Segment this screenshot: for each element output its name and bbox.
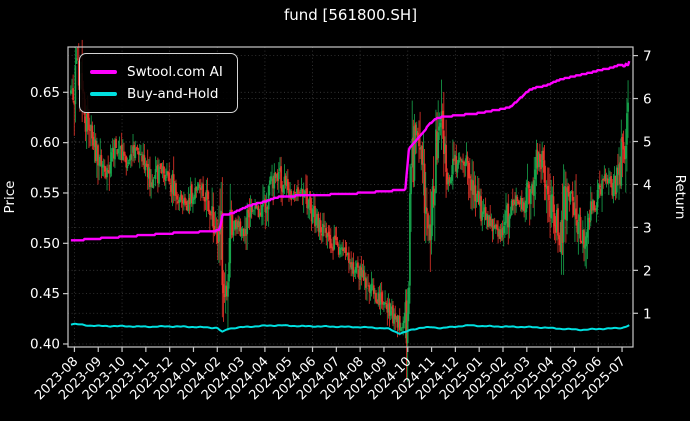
ai-return-line <box>70 60 631 242</box>
ai-return-line <box>70 60 631 242</box>
chart-title: fund [561800.SH] <box>283 6 418 24</box>
buyhold-line-swatch <box>90 92 117 96</box>
price-tick-label: 0.55 <box>30 185 60 201</box>
return-tick-label: 3 <box>643 220 652 236</box>
price-tick-label: 0.40 <box>30 336 60 352</box>
price-tick-label: 0.50 <box>30 236 60 252</box>
return-tick-label: 1 <box>643 306 652 322</box>
return-tick-label: 5 <box>643 134 652 150</box>
return-axis-label: Return <box>672 175 688 220</box>
legend-item-buyhold: Buy-and-Hold <box>90 83 223 105</box>
return-tick-label: 6 <box>643 92 652 108</box>
price-axis-label: Price <box>2 181 18 214</box>
price-tick-label: 0.65 <box>30 85 60 101</box>
buyhold-line <box>70 322 630 335</box>
price-tick-label: 0.60 <box>30 135 60 151</box>
price-tick-label: 0.45 <box>30 286 60 302</box>
legend-item-ai: Swtool.com AI <box>90 61 223 83</box>
legend-label-ai: Swtool.com AI <box>127 64 223 80</box>
legend-label-buyhold: Buy-and-Hold <box>127 86 219 102</box>
ai-line-swatch <box>90 70 117 74</box>
return-tick-label: 2 <box>643 263 652 279</box>
plot-border <box>67 46 634 348</box>
buyhold-line <box>70 322 630 335</box>
chart-legend: Swtool.com AI Buy-and-Hold <box>79 53 238 113</box>
return-tick-label: 7 <box>643 49 652 65</box>
return-tick-label: 4 <box>643 177 652 193</box>
